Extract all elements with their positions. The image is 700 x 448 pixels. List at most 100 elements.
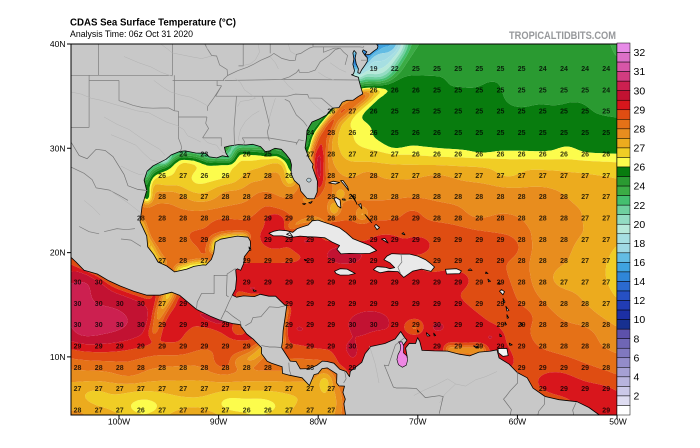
svg-text:26: 26	[602, 151, 610, 158]
svg-text:28: 28	[602, 344, 610, 351]
svg-text:28: 28	[497, 216, 505, 223]
svg-text:29: 29	[497, 280, 505, 287]
svg-text:28: 28	[137, 216, 145, 223]
svg-text:28: 28	[201, 365, 209, 372]
svg-text:29: 29	[201, 322, 209, 329]
svg-text:26: 26	[412, 151, 420, 158]
svg-text:25: 25	[497, 130, 505, 137]
svg-text:29: 29	[158, 322, 166, 329]
svg-text:29: 29	[349, 280, 357, 287]
svg-text:25: 25	[581, 130, 589, 137]
svg-text:29: 29	[327, 258, 335, 265]
svg-text:26: 26	[201, 173, 209, 180]
svg-text:29: 29	[327, 344, 335, 351]
svg-text:28: 28	[327, 130, 335, 137]
svg-text:25: 25	[518, 130, 526, 137]
svg-text:27: 27	[201, 194, 209, 201]
svg-text:28: 28	[560, 322, 568, 329]
svg-text:28: 28	[327, 151, 335, 158]
svg-text:80W: 80W	[309, 417, 326, 427]
svg-text:27: 27	[306, 408, 314, 415]
svg-text:28: 28	[560, 344, 568, 351]
svg-text:26: 26	[158, 173, 166, 180]
svg-text:28: 28	[560, 237, 568, 244]
svg-text:14: 14	[634, 276, 646, 288]
svg-text:28: 28	[539, 216, 547, 223]
svg-text:27: 27	[201, 386, 209, 393]
svg-text:28: 28	[560, 301, 568, 308]
svg-text:27: 27	[179, 408, 187, 415]
svg-text:28: 28	[602, 365, 610, 372]
svg-text:30: 30	[433, 322, 441, 329]
svg-text:28: 28	[412, 194, 420, 201]
svg-text:Analysis Time: 06z Oct 31 2020: Analysis Time: 06z Oct 31 2020	[70, 29, 193, 39]
svg-text:30: 30	[349, 258, 357, 265]
svg-text:28: 28	[539, 322, 547, 329]
svg-text:26: 26	[497, 151, 505, 158]
svg-text:29: 29	[634, 104, 646, 116]
svg-text:25: 25	[475, 87, 483, 94]
svg-text:29: 29	[285, 237, 293, 244]
svg-text:28: 28	[327, 216, 335, 223]
svg-text:25: 25	[454, 109, 462, 116]
svg-text:29: 29	[95, 344, 103, 351]
svg-text:28: 28	[158, 365, 166, 372]
svg-text:18: 18	[634, 238, 646, 250]
svg-text:27: 27	[391, 151, 399, 158]
svg-text:12: 12	[634, 295, 646, 307]
svg-text:29: 29	[475, 301, 483, 308]
svg-text:6: 6	[634, 352, 640, 364]
svg-text:26: 26	[433, 130, 441, 137]
svg-text:29: 29	[222, 344, 230, 351]
svg-text:26: 26	[370, 109, 378, 116]
svg-text:29: 29	[306, 258, 314, 265]
svg-text:29: 29	[243, 344, 251, 351]
svg-text:28: 28	[539, 258, 547, 265]
svg-text:30: 30	[74, 322, 82, 329]
svg-text:29: 29	[391, 322, 399, 329]
svg-text:28: 28	[560, 216, 568, 223]
svg-text:27: 27	[158, 301, 166, 308]
svg-text:26: 26	[581, 151, 589, 158]
svg-text:10: 10	[634, 314, 646, 326]
svg-text:29: 29	[433, 237, 441, 244]
svg-text:29: 29	[539, 365, 547, 372]
svg-text:29: 29	[306, 301, 314, 308]
svg-text:26: 26	[327, 109, 335, 116]
svg-text:4: 4	[634, 371, 640, 383]
svg-text:29: 29	[285, 344, 293, 351]
svg-text:50W: 50W	[609, 417, 626, 427]
svg-text:28: 28	[116, 365, 124, 372]
svg-text:29: 29	[560, 365, 568, 372]
svg-text:29: 29	[222, 322, 230, 329]
svg-text:28: 28	[179, 216, 187, 223]
svg-text:27: 27	[497, 173, 505, 180]
svg-text:27: 27	[370, 151, 378, 158]
svg-text:29: 29	[391, 280, 399, 287]
svg-text:29: 29	[412, 237, 420, 244]
svg-text:28: 28	[370, 194, 378, 201]
svg-text:25: 25	[497, 66, 505, 73]
svg-text:16: 16	[634, 257, 646, 269]
svg-text:27: 27	[158, 258, 166, 265]
svg-text:30: 30	[74, 280, 82, 287]
svg-text:29: 29	[433, 280, 441, 287]
svg-text:28: 28	[391, 216, 399, 223]
svg-text:27: 27	[602, 280, 610, 287]
svg-text:27: 27	[349, 109, 357, 116]
svg-text:28: 28	[391, 194, 399, 201]
svg-text:28: 28	[518, 258, 526, 265]
svg-text:27: 27	[602, 216, 610, 223]
svg-text:60W: 60W	[509, 417, 526, 427]
svg-text:26: 26	[634, 162, 646, 174]
svg-text:25: 25	[475, 130, 483, 137]
svg-text:28: 28	[433, 216, 441, 223]
svg-text:28: 28	[95, 365, 103, 372]
svg-text:25: 25	[581, 87, 589, 94]
svg-text:25: 25	[560, 109, 568, 116]
svg-text:25: 25	[518, 109, 526, 116]
svg-text:26: 26	[222, 173, 230, 180]
svg-text:26: 26	[243, 151, 251, 158]
svg-text:27: 27	[327, 386, 335, 393]
svg-text:26: 26	[560, 151, 568, 158]
